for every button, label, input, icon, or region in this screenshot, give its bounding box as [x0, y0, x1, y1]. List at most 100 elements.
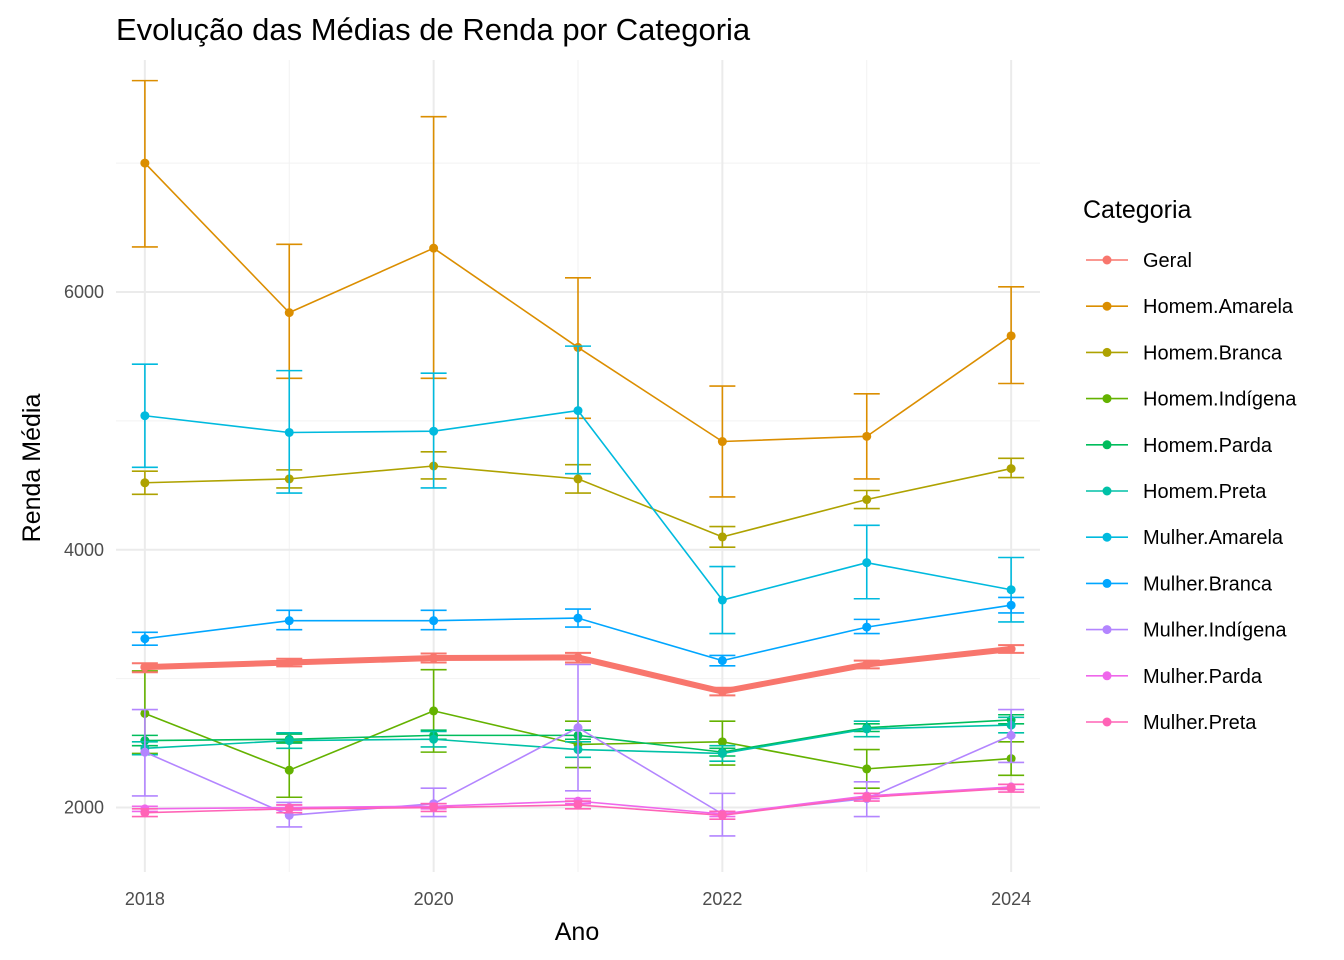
data-point [573, 652, 583, 662]
x-tick-label: 2022 [702, 889, 742, 909]
legend-label: Mulher.Amarela [1143, 527, 1284, 549]
y-tick-label: 2000 [64, 798, 104, 818]
series-Mulher.Branca [131, 596, 1025, 667]
x-tick-label: 2018 [125, 889, 165, 909]
chart-title: Evolução das Médias de Renda por Categor… [116, 12, 751, 47]
legend-key-point [1102, 532, 1112, 542]
data-point [429, 243, 439, 253]
data-point [862, 764, 872, 774]
legend-label: Mulher.Branca [1143, 573, 1273, 595]
legend-key-point [1102, 486, 1112, 496]
data-point [140, 634, 150, 644]
legend-item: Mulher.Parda [1086, 666, 1263, 688]
data-point [429, 653, 439, 663]
x-axis-ticks: 2018 2020 2022 2024 [125, 889, 1031, 909]
data-point [1006, 600, 1016, 610]
y-tick-label: 6000 [64, 282, 104, 302]
data-point [429, 616, 439, 626]
legend-item: Geral [1086, 250, 1192, 272]
data-point [1006, 730, 1016, 740]
data-point [862, 495, 872, 505]
data-point [573, 406, 583, 416]
data-point [284, 616, 294, 626]
legend-key-point [1102, 625, 1112, 635]
series-Geral [131, 644, 1025, 697]
data-point [1006, 783, 1016, 793]
legend-item: Mulher.Amarela [1086, 527, 1284, 549]
data-point [573, 613, 583, 623]
legend-key-point [1102, 717, 1112, 727]
data-point [284, 658, 294, 668]
legend-item: Mulher.Indígena [1086, 620, 1287, 642]
legend-item: Homem.Indígena [1086, 389, 1297, 411]
data-point [573, 800, 583, 810]
legend-key-point [1102, 347, 1112, 357]
data-point [429, 426, 439, 436]
legend: Categoria Geral Homem.Amarela Homem.Branca… [1083, 196, 1297, 734]
data-point [717, 532, 727, 542]
x-axis-title: Ano [555, 918, 599, 946]
data-point [862, 622, 872, 632]
data-point [429, 706, 439, 716]
data-point [717, 437, 727, 447]
data-point [1006, 464, 1016, 474]
legend-item: Homem.Preta [1086, 481, 1267, 503]
data-point [573, 474, 583, 484]
x-tick-label: 2020 [414, 889, 454, 909]
data-point [1006, 585, 1016, 595]
data-point [140, 662, 150, 672]
data-point [1006, 331, 1016, 341]
data-point [1006, 644, 1016, 654]
data-point [862, 558, 872, 568]
legend-item: Mulher.Preta [1086, 712, 1257, 734]
series-Mulher.Preta [131, 783, 1025, 820]
data-point [717, 595, 727, 605]
legend-key-point [1102, 440, 1112, 450]
data-point [862, 431, 872, 441]
data-point [140, 808, 150, 818]
legend-key-point [1102, 394, 1112, 404]
data-point [717, 810, 727, 820]
data-point [140, 411, 150, 421]
data-point [862, 659, 872, 669]
y-axis-title: Renda Média [18, 394, 46, 543]
data-point [140, 478, 150, 488]
legend-label: Mulher.Indígena [1143, 620, 1287, 642]
series-Mulher.Amarela [131, 345, 1025, 635]
data-point [717, 737, 727, 747]
data-point [717, 656, 727, 666]
data-point [862, 724, 872, 734]
data-point [284, 804, 294, 814]
data-point [717, 687, 727, 697]
y-axis-ticks: 2000 4000 6000 [64, 282, 104, 818]
x-tick-label: 2024 [991, 889, 1031, 909]
legend-label: Homem.Preta [1143, 481, 1267, 503]
legend-key-point [1102, 671, 1112, 681]
data-point [140, 747, 150, 757]
data-point [429, 803, 439, 813]
legend-label: Homem.Parda [1143, 435, 1273, 457]
y-tick-label: 4000 [64, 540, 104, 560]
data-point [284, 765, 294, 775]
legend-item: Homem.Branca [1086, 342, 1283, 364]
legend-key-point [1102, 301, 1112, 311]
legend-label: Homem.Indígena [1143, 389, 1297, 411]
legend-label: Mulher.Parda [1143, 666, 1263, 688]
data-point [862, 792, 872, 802]
legend-key-point [1102, 578, 1112, 588]
legend-item: Homem.Amarela [1086, 296, 1294, 318]
legend-item: Mulher.Branca [1086, 573, 1273, 595]
data-point [284, 427, 294, 437]
legend-key-point [1102, 255, 1112, 265]
data-point [284, 736, 294, 746]
data-point [140, 158, 150, 168]
data-point [573, 723, 583, 733]
legend-label: Homem.Amarela [1143, 296, 1294, 318]
legend-title: Categoria [1083, 196, 1191, 224]
legend-label: Geral [1143, 250, 1192, 272]
plot-area [131, 79, 1025, 837]
data-point [284, 308, 294, 318]
legend-label: Homem.Branca [1143, 342, 1283, 364]
legend-label: Mulher.Preta [1143, 712, 1257, 734]
